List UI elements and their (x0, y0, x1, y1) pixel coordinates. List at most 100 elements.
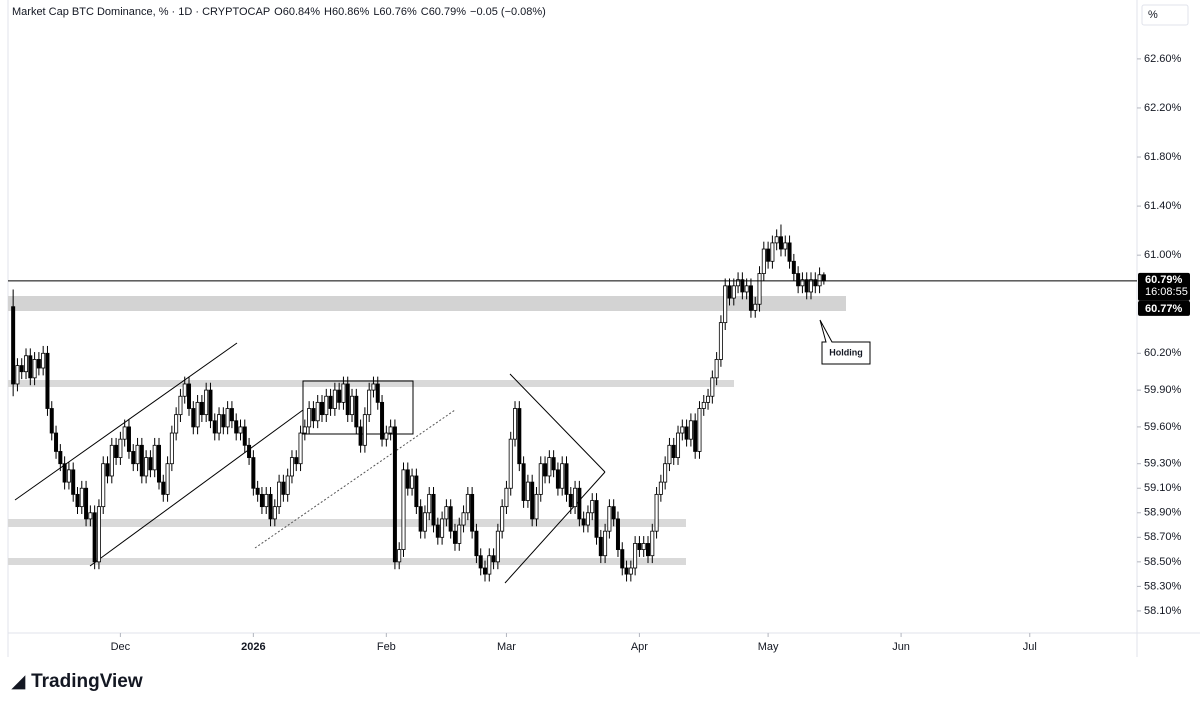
candle-body (543, 463, 548, 477)
candle-body (813, 279, 818, 287)
candle-body (495, 530, 500, 563)
candle-body (774, 236, 779, 244)
price-tag-label: 60.79% (1145, 274, 1183, 286)
candle-body (624, 567, 629, 575)
ohlc-label: L60.76% (373, 6, 417, 18)
x-tick-label: Jul (1023, 641, 1037, 653)
price-tag-label: 60.77% (1145, 303, 1183, 315)
y-tick-label: 59.10% (1144, 482, 1182, 494)
candle-body (667, 444, 672, 465)
candle-body (71, 469, 76, 495)
candle-body (307, 408, 312, 428)
candle-body (311, 408, 316, 422)
candle-body (92, 512, 97, 563)
candle-body (332, 389, 337, 409)
y-tick-label: 59.90% (1144, 384, 1182, 396)
candle-body (217, 414, 222, 434)
candle-body (345, 383, 350, 416)
candle-body (182, 383, 187, 397)
candle-body (324, 395, 329, 416)
price-tag (1138, 272, 1190, 301)
candle-body (431, 493, 436, 526)
candle-body (478, 555, 483, 569)
candle-body (28, 355, 33, 379)
candle-body (32, 359, 37, 379)
candle-body (517, 408, 522, 465)
candle-body (461, 512, 466, 526)
y-tick-label: 61.00% (1144, 249, 1182, 261)
candle-body (800, 279, 805, 287)
candle-body (680, 426, 685, 434)
candle-body (225, 408, 230, 428)
candle-body (504, 487, 509, 508)
candle-body (676, 432, 681, 458)
candle-body (821, 274, 826, 282)
candle-body (54, 432, 59, 452)
candle-body (744, 285, 749, 293)
candle-body (560, 463, 565, 489)
candle-body (573, 487, 578, 508)
candle-body (740, 279, 745, 293)
candle-body (422, 512, 427, 532)
candle-body (24, 355, 29, 373)
candle-body (611, 506, 616, 520)
candle-body (49, 408, 54, 434)
candle-body (242, 426, 247, 446)
candle-body (264, 493, 269, 508)
candle-body (791, 260, 796, 274)
trendline (254, 409, 456, 549)
candle-body (607, 506, 612, 532)
candle-body (45, 352, 50, 409)
candle-body (457, 524, 462, 544)
candle-body (105, 463, 110, 477)
price-tag (1138, 300, 1190, 316)
candle-body (474, 530, 479, 557)
candle-body (654, 493, 659, 532)
candle-body (62, 463, 67, 483)
candle-body (723, 285, 728, 324)
candle-body (221, 414, 226, 428)
candle-body (234, 420, 239, 434)
candle-body (36, 359, 41, 369)
candle-body (452, 530, 457, 544)
candle-body (169, 432, 174, 465)
brand-name[interactable]: TradingView (31, 671, 143, 692)
candle-body (513, 408, 518, 440)
candle-body (187, 383, 192, 409)
candle-body (281, 481, 286, 495)
candle-body (101, 463, 106, 508)
candle-body (178, 395, 183, 416)
candle-body (787, 242, 792, 262)
candle-body (255, 487, 260, 495)
candle-body (88, 512, 93, 520)
zone (8, 296, 846, 311)
x-tick-label: Dec (111, 641, 131, 653)
candle-body (405, 469, 410, 489)
candle-body (534, 493, 539, 520)
candle-body (156, 444, 161, 483)
candle-body (637, 543, 642, 550)
candle-body (84, 487, 89, 520)
trendline (14, 342, 238, 501)
candle-body (294, 457, 299, 465)
callout (819, 319, 871, 365)
candle-body (727, 285, 732, 299)
candle-body (766, 248, 771, 262)
y-tick-label: 59.60% (1144, 421, 1182, 433)
candle-body (418, 506, 423, 532)
candle-body (568, 493, 573, 508)
trendline (504, 471, 606, 584)
brand[interactable]: ◢ TradingView (12, 671, 143, 692)
candle-body (251, 457, 256, 489)
candle-body (770, 242, 775, 262)
candle-body (135, 444, 140, 465)
y-tick-label: 58.10% (1144, 605, 1182, 617)
candle-body (380, 401, 385, 440)
title: Market Cap BTC Dominance, % · 1D · CRYPT… (12, 6, 271, 18)
y-tick-label: 58.90% (1144, 507, 1182, 519)
candle-body (341, 383, 346, 403)
candle-body (289, 457, 294, 477)
candle-body (388, 426, 393, 434)
x-tick-label: Jun (892, 641, 910, 653)
